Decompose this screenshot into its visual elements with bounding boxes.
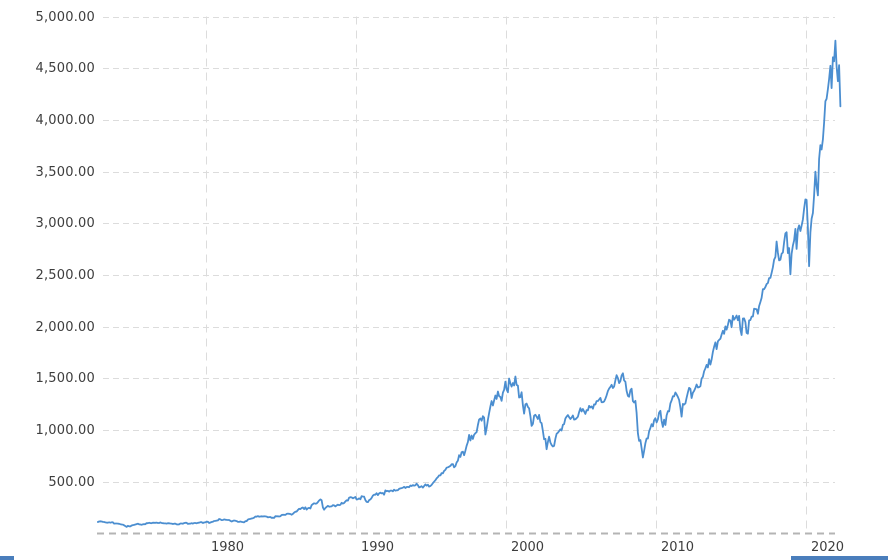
x-axis-tick-label: 2010 xyxy=(660,540,695,555)
y-axis-tick-label: 4,000.00 xyxy=(35,112,95,128)
price-line xyxy=(97,39,842,528)
x-axis-tick-label: 2020 xyxy=(810,540,845,555)
bottom-scrollbar-left-segment[interactable] xyxy=(0,556,14,560)
y-axis-tick-label: 3,000.00 xyxy=(35,216,95,232)
y-axis-tick-label: 500.00 xyxy=(48,474,95,490)
x-axis-tick-label: 1990 xyxy=(360,540,395,555)
y-axis-tick-label: 2,000.00 xyxy=(35,319,95,335)
y-axis-tick-label: 4,500.00 xyxy=(35,61,95,77)
bottom-scrollbar-right-segment[interactable] xyxy=(791,556,888,560)
y-axis-tick-label: 2,500.00 xyxy=(35,268,95,283)
x-axis-tick-label: 2000 xyxy=(510,540,545,555)
x-axis-tick-label: 1980 xyxy=(210,540,245,555)
y-axis-tick-label: 1,500.00 xyxy=(35,371,95,387)
y-axis-tick-label: 1,000.00 xyxy=(35,423,95,439)
y-axis-tick-label: 3,500.00 xyxy=(35,164,95,180)
y-axis-tick-label: 5,000.00 xyxy=(35,9,95,25)
